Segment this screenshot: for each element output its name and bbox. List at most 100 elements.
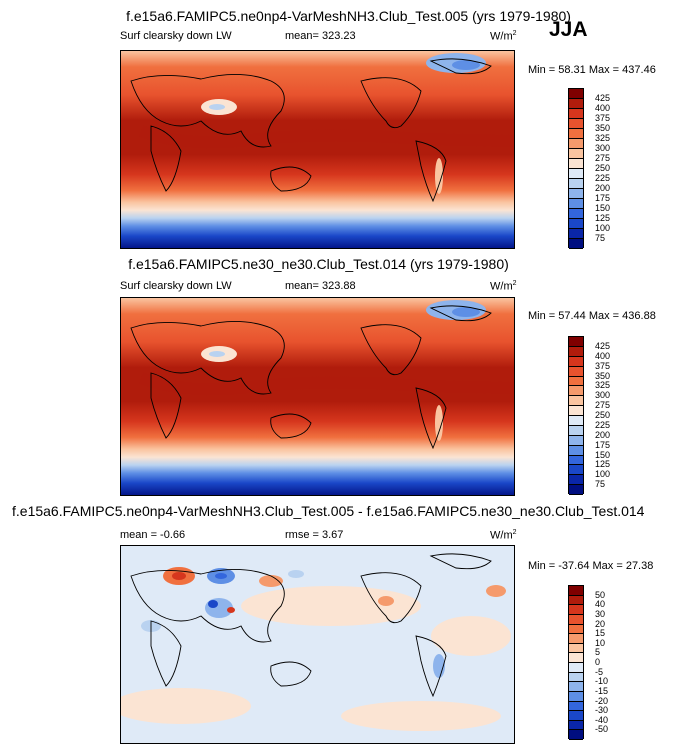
panel-1-mean: mean= 323.23 [285,30,356,42]
panel-2-colorbar-swatch [569,346,583,357]
panel-1-colorbar-tick-label: 350 [595,123,611,133]
panel-1-map [120,50,515,249]
panel-3-minmax: Min = -37.64 Max = 27.38 [528,560,654,572]
panel-3-colorbar-tick-label: -20 [595,695,609,706]
panel-3-colorbar-swatch [569,672,583,683]
panel-1-colorbar-swatch [569,149,583,159]
panel-2-mean: mean= 323.88 [285,280,356,292]
panel-3-colorbar-swatch [569,614,583,625]
panel-3-colorbar-swatch [569,595,583,606]
panel-3-colorbar-swatch [569,720,583,731]
panel-1-colorbar-tick-label: 250 [595,163,611,173]
panel-1-colorbar-tick-label: 225 [595,173,611,183]
panel-1-colorbar-tick-label: 375 [595,113,611,123]
panel-1-variable: Surf clearsky down LW [120,30,232,42]
panel-3-colorbar [568,585,584,740]
panel-2-map [120,297,515,496]
panel-2-colorbar-swatch [569,376,583,387]
panel-3-colorbar-tick-label: 30 [595,608,606,619]
panel-1-colorbar-tick-label: 400 [595,103,611,113]
panel-3-colorbar-tick-label: 50 [595,589,606,600]
panel-1-colorbar-swatch [569,159,583,169]
panel-3-colorbar-swatch [569,691,583,702]
panel-3-colorbar-swatch [569,663,583,673]
panel-2-colorbar-tick-label: 425 [595,340,611,351]
panel-1-colorbar-tick-label: 100 [595,223,611,233]
panel-3-colorbar-tick-label: -10 [595,676,609,687]
panel-2-colorbar-swatch [569,366,583,377]
panel-3-colorbar-swatch [569,643,583,654]
panel-1-colorbar-tick-label: 150 [595,203,611,213]
panel-3-units: W/m2 [490,529,517,542]
panel-1-colorbar-tick-label: 75 [595,233,606,243]
panel-3-colorbar-swatch [569,605,583,615]
panel-2-colorbar-swatch [569,475,583,486]
panel-1-colorbar-swatch [569,139,583,149]
panel-3-title: f.e15a6.FAMIPC5.ne0np4-VarMeshNH3.Club_T… [12,503,645,519]
panel-3-colorbar-tick-label: -40 [595,714,609,725]
panel-2-units: W/m2 [490,280,517,293]
panel-2-colorbar-tick-label: 375 [595,360,611,371]
panel-2-colorbar-tick-label: 275 [595,400,611,411]
panel-3-mean: mean = -0.66 [120,529,186,541]
panel-2-colorbar-tick-label: 100 [595,469,611,480]
panel-3-colorbar-swatch [569,711,583,721]
panel-3-colorbar-swatch [569,624,583,635]
panel-2-colorbar-swatch [569,485,583,495]
panel-1-colorbar-swatch [569,99,583,109]
panel-3-colorbar-swatch [569,682,583,692]
panel-2-colorbar-swatch [569,337,583,347]
panel-2-colorbar-tick-label: 250 [595,410,611,420]
panel-2-colorbar-swatch [569,425,583,436]
panel-1-colorbar-swatch [569,209,583,219]
panel-1-minmax: Min = 58.31 Max = 437.46 [528,64,656,76]
panel-3-colorbar-tick-label: 5 [595,647,601,658]
panel-2-colorbar-swatch [569,386,583,397]
panel-1-colorbar-tick-label: 300 [595,143,611,153]
panel-2-colorbar-swatch [569,455,583,466]
panel-2-colorbar-tick-label: 150 [595,449,611,460]
panel-3-colorbar-tick-label: 15 [595,628,606,639]
panel-3-map [120,545,515,744]
panel-2-colorbar-swatch [569,396,583,407]
panel-3-colorbar-swatch [569,730,583,740]
panel-1-colorbar-swatch [569,179,583,189]
panel-1-colorbar-swatch [569,109,583,119]
panel-1-colorbar-tick-label: 425 [595,93,611,103]
panel-3-colorbar-tick-label: -50 [595,724,609,735]
panel-1-colorbar-tick-label: 275 [595,153,611,163]
panel-2-colorbar-swatch [569,435,583,446]
panel-2-colorbar-tick-label: 300 [595,390,611,401]
panel-2-colorbar-tick-label: 75 [595,479,606,490]
panel-3-colorbar-tick-label: 0 [595,657,601,667]
panel-1-colorbar-swatch [569,119,583,129]
panel-1-colorbar-swatch [569,129,583,139]
panel-2-colorbar-swatch [569,406,583,416]
panel-1-colorbar-tick-label: 175 [595,193,611,203]
panel-3-colorbar-swatch [569,634,583,644]
panel-1-colorbar-swatch [569,239,583,249]
panel-2-colorbar-tick-label: 350 [595,370,611,381]
panel-1-colorbar-tick-label: 325 [595,133,611,143]
panel-1-units: W/m2 [490,30,517,43]
panel-2-colorbar-tick-label: 325 [595,380,611,391]
panel-3-colorbar-tick-label: 10 [595,637,606,648]
panel-2-colorbar-tick-label: 200 [595,429,611,440]
panel-1-title: f.e15a6.FAMIPC5.ne0np4-VarMeshNH3.Club_T… [126,8,571,24]
panel-2-colorbar-tick-label: 400 [595,350,611,361]
panel-2-variable: Surf clearsky down LW [120,280,232,292]
panel-2-colorbar-swatch [569,445,583,456]
panel-3-colorbar-tick-label: 20 [595,618,606,629]
panel-1-colorbar-swatch [569,199,583,209]
panel-2-colorbar-swatch [569,356,583,367]
panel-2-colorbar-swatch [569,465,583,476]
panel-1-colorbar-swatch [569,89,583,99]
panel-1-colorbar-swatch [569,229,583,239]
panel-3-colorbar-swatch [569,701,583,712]
panel-1-colorbar-swatch [569,219,583,229]
panel-3-rmse: rmse = 3.67 [285,529,344,541]
panel-3-colorbar-swatch [569,586,583,596]
panel-2-colorbar-tick-label: 125 [595,459,611,470]
panel-2-colorbar-swatch [569,416,583,426]
panel-1-colorbar-tick-label: 125 [595,213,611,223]
